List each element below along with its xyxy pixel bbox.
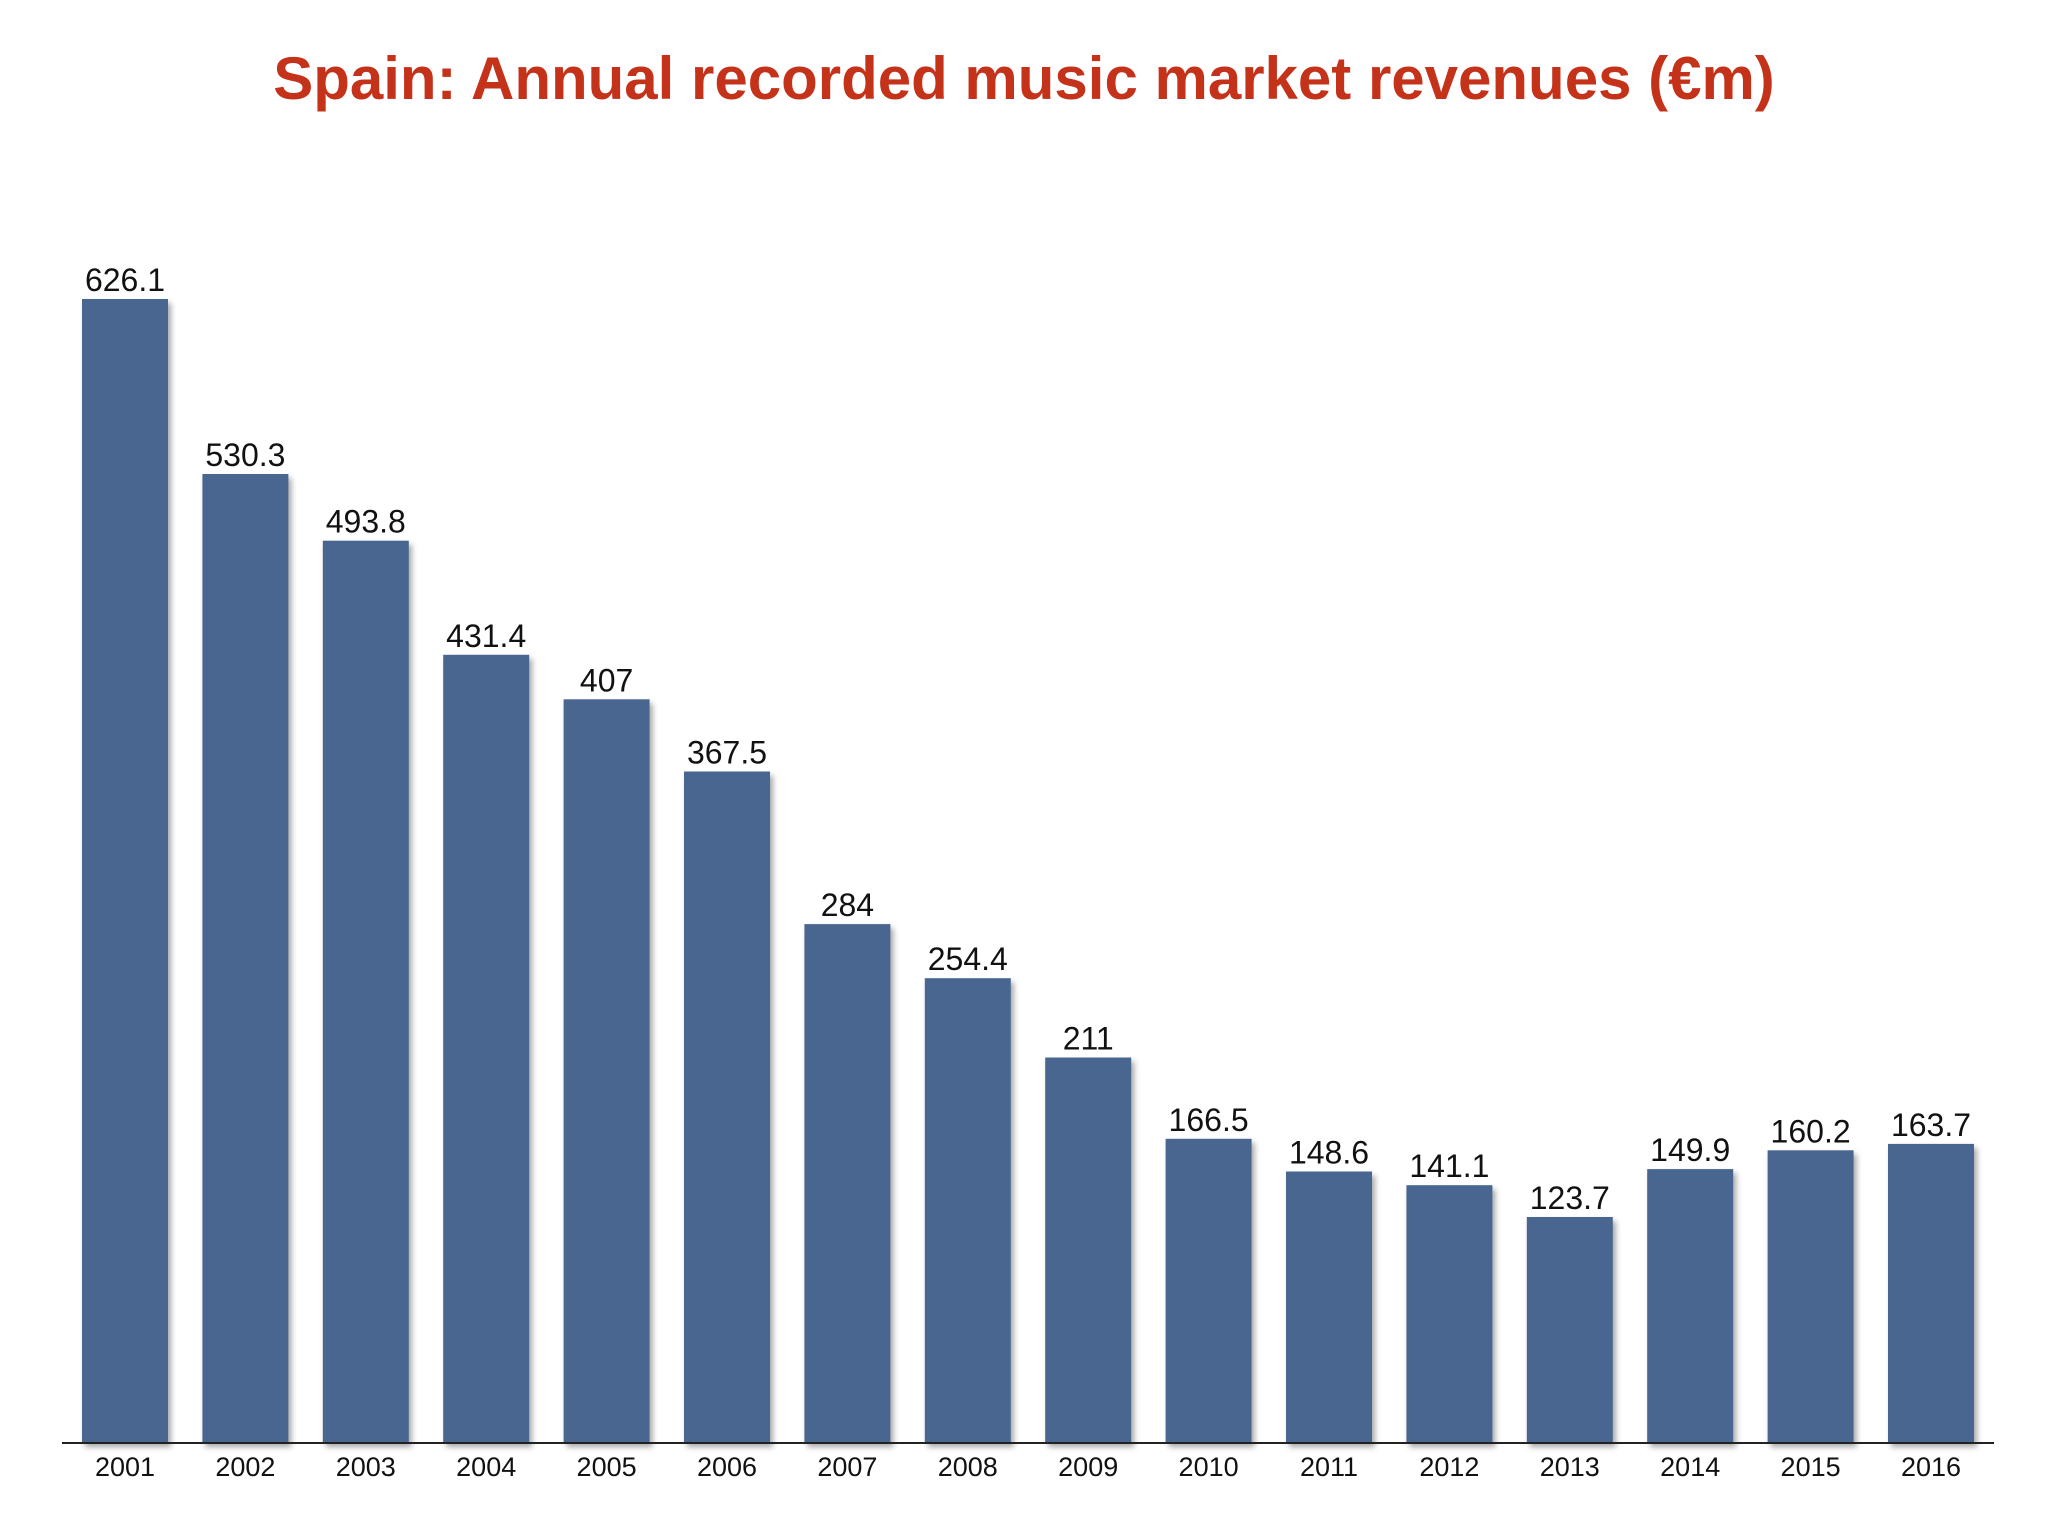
bars-layer: 626.1 530.3 493.8 431.4 407 367.5 284 254.4 211 1… — [82, 262, 1974, 1443]
bar-2016 — [1888, 1143, 1974, 1443]
value-label-2003: 493.8 — [326, 504, 406, 540]
x-tick-label-2007: 2007 — [817, 1452, 877, 1482]
bar-2009 — [1045, 1057, 1132, 1443]
x-tick-label-2008: 2008 — [938, 1452, 998, 1482]
x-tick-label-2016: 2016 — [1901, 1452, 1961, 1482]
x-tick-label-2002: 2002 — [215, 1452, 275, 1482]
value-label-2014: 149.9 — [1650, 1132, 1730, 1168]
value-label-2016: 163.7 — [1891, 1107, 1971, 1143]
bar-2002 — [202, 474, 289, 1443]
x-tick-label-2015: 2015 — [1781, 1452, 1841, 1482]
bar-2010 — [1165, 1138, 1252, 1443]
x-tick-label-2009: 2009 — [1058, 1452, 1118, 1482]
bar-2008 — [924, 978, 1011, 1443]
bar-2015 — [1767, 1150, 1854, 1443]
value-label-2008: 254.4 — [928, 941, 1008, 977]
x-tick-label-2012: 2012 — [1419, 1452, 1479, 1482]
x-tick-label-2005: 2005 — [577, 1452, 637, 1482]
bar-2012 — [1406, 1185, 1493, 1443]
bar-2001 — [82, 299, 168, 1443]
value-label-2006: 367.5 — [687, 735, 767, 771]
bar-2006 — [684, 771, 770, 1443]
value-label-2010: 166.5 — [1169, 1102, 1249, 1138]
bar-2003 — [322, 540, 409, 1443]
bar-2011 — [1286, 1171, 1372, 1443]
x-tick-labels: 2001 2002 2003 2004 2005 2006 2007 2008 2009 2010… — [95, 1452, 1961, 1482]
value-label-2005: 407 — [580, 662, 633, 698]
x-tick-label-2003: 2003 — [336, 1452, 396, 1482]
x-tick-label-2013: 2013 — [1540, 1452, 1600, 1482]
x-tick-label-2010: 2010 — [1179, 1452, 1239, 1482]
x-tick-label-2006: 2006 — [697, 1452, 757, 1482]
chart-title: Spain: Annual recorded music market reve… — [273, 45, 1775, 112]
value-label-2015: 160.2 — [1771, 1113, 1851, 1149]
value-label-2011: 148.6 — [1289, 1135, 1369, 1171]
bar-2007 — [804, 924, 891, 1443]
bar-2013 — [1526, 1217, 1613, 1443]
value-label-2002: 530.3 — [205, 437, 285, 473]
x-tick-label-2011: 2011 — [1300, 1452, 1358, 1482]
x-tick-label-2004: 2004 — [456, 1452, 516, 1482]
value-label-2009: 211 — [1063, 1021, 1114, 1057]
value-label-2013: 123.7 — [1530, 1180, 1610, 1216]
bar-2005 — [563, 699, 650, 1443]
bar-2014 — [1647, 1169, 1734, 1443]
value-label-2012: 141.1 — [1409, 1148, 1489, 1184]
value-label-2004: 431.4 — [446, 618, 526, 654]
x-tick-label-2001: 2001 — [95, 1452, 155, 1482]
value-label-2007: 284 — [821, 887, 874, 923]
x-tick-label-2014: 2014 — [1660, 1452, 1720, 1482]
bar-2004 — [443, 654, 530, 1443]
value-label-2001: 626.1 — [85, 262, 165, 298]
